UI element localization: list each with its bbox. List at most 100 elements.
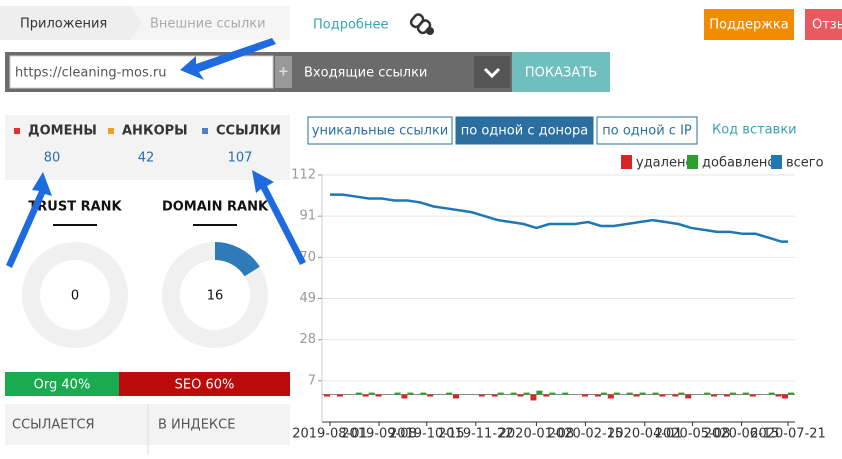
legend-swatch: [621, 155, 632, 169]
y-tick-label: 91: [299, 209, 316, 224]
bar: [607, 394, 614, 399]
bar: [536, 390, 543, 395]
tab[interactable]: [307, 116, 453, 145]
bar: [600, 392, 607, 395]
stat-label: ДОМЕНЫ: [28, 124, 97, 139]
bar: [659, 394, 666, 397]
x-tick-label: 2019-11-22: [438, 427, 514, 442]
bar: [788, 392, 794, 395]
bar: [517, 394, 524, 397]
x-tick-label: 2020-04-01: [607, 427, 683, 442]
bar: [582, 394, 589, 397]
show-button[interactable]: [512, 52, 610, 92]
legend-label: удалено: [636, 156, 693, 171]
arrow: [252, 170, 306, 265]
stats: ДОМЕНЫ 80 АНКОРЫ 42 ССЫЛКИ 107: [14, 124, 281, 166]
link-icon[interactable]: [409, 13, 434, 35]
bar: [639, 392, 646, 395]
bar: [368, 392, 375, 395]
bar: [613, 392, 620, 395]
bar: [543, 394, 550, 397]
bar: [723, 394, 730, 397]
bar: [775, 394, 782, 397]
x-tick-label: 2020-05-08: [655, 427, 731, 442]
bar: [594, 394, 601, 397]
traffic-bar: Org 40% SEO 60%: [5, 372, 290, 396]
y-tick-label: 112: [291, 168, 316, 183]
legend-swatch: [687, 155, 698, 169]
stat-value: 107: [228, 151, 253, 166]
bar: [491, 394, 498, 397]
bar: [324, 394, 330, 397]
bar: [420, 392, 427, 395]
rank-title: DOMAIN RANK: [162, 200, 269, 215]
rank-arc: [162, 242, 268, 348]
bar: [562, 392, 569, 395]
chart: 7284970911122019-08-012019-09-082019-10-…: [291, 155, 826, 442]
mode-select[interactable]: Входящие ссылки: [304, 66, 427, 81]
tab[interactable]: [596, 116, 698, 145]
bar: [768, 392, 775, 395]
traffic-segment: [119, 372, 290, 396]
y-tick-label: 28: [299, 332, 316, 347]
rank-value: 0: [71, 289, 79, 304]
arrow: [6, 172, 52, 268]
bar: [355, 392, 362, 395]
legend-label: добавлено: [702, 156, 775, 171]
url-input[interactable]: [9, 55, 274, 89]
url-value: https://cleaning-mos.ru: [15, 66, 166, 81]
x-tick-label: 2020-02-15: [548, 427, 624, 442]
x-tick-label: 2020-07-21: [750, 427, 826, 442]
rank-track: [22, 242, 128, 348]
bar: [678, 392, 685, 395]
reviews-label: Отзы: [812, 18, 842, 33]
bar: [407, 392, 414, 395]
stat-value: 42: [138, 151, 155, 166]
y-tick-label: 7: [308, 373, 316, 388]
x-tick-label: 2020-01-08: [499, 427, 575, 442]
bar: [510, 392, 517, 395]
tab[interactable]: [455, 116, 594, 145]
support-label: Поддержка: [709, 18, 789, 33]
plus-icon: +: [278, 65, 289, 80]
reviews-button[interactable]: [805, 9, 842, 40]
stat-label: ССЫЛКИ: [216, 124, 281, 139]
traffic-label: Org 40%: [34, 378, 91, 393]
breadcrumb-arrow: [130, 6, 290, 40]
stat-marker: [202, 128, 208, 134]
bar: [633, 394, 640, 397]
bar: [782, 394, 788, 399]
bar: [478, 394, 485, 397]
table-header-cell: ССЫЛАЕТСЯ: [12, 418, 95, 433]
select-toggle[interactable]: [474, 56, 510, 88]
support-button[interactable]: [704, 9, 794, 40]
bar: [401, 394, 408, 399]
rank-value: 16: [207, 289, 224, 304]
x-tick-label: 2020-06-15: [704, 427, 780, 442]
x-tick-label: 2019-08-01: [292, 427, 368, 442]
breadcrumb[interactable]: Приложения: [20, 17, 107, 32]
bar: [497, 392, 504, 395]
bar: [362, 394, 369, 397]
bar: [652, 392, 659, 395]
stat-marker: [14, 128, 20, 134]
bar: [672, 394, 679, 397]
x-tick-label: 2019-10-15: [389, 427, 465, 442]
traffic-label: SEO 60%: [175, 378, 235, 393]
bar: [375, 394, 382, 397]
x-tick-label: 2019-09-08: [341, 427, 417, 442]
ranks: TRUST RANK 0 DOMAIN RANK 16: [22, 200, 269, 348]
embed-link[interactable]: Код вставки: [712, 123, 797, 138]
tabs: уникальные ссылки по одной с донора по одн…: [307, 116, 698, 145]
bar: [704, 392, 711, 395]
more-link[interactable]: Подробнее: [313, 18, 388, 33]
table-header-cell: В ИНДЕКСЕ: [158, 418, 235, 433]
chevron: [483, 67, 501, 79]
breadcrumb[interactable]: Внешние ссылки: [150, 17, 266, 32]
bar: [530, 394, 537, 401]
plus-button[interactable]: [275, 56, 292, 88]
bar: [729, 392, 736, 395]
y-tick-label: 49: [299, 291, 316, 306]
